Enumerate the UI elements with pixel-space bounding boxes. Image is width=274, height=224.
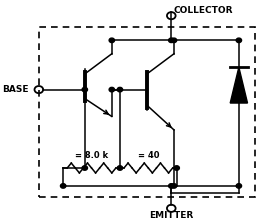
Polygon shape bbox=[230, 67, 247, 103]
Circle shape bbox=[117, 87, 123, 92]
Circle shape bbox=[82, 166, 87, 170]
Circle shape bbox=[61, 184, 66, 188]
Text: EMITTER: EMITTER bbox=[149, 211, 193, 220]
Circle shape bbox=[109, 87, 115, 92]
Text: = 40: = 40 bbox=[138, 151, 159, 160]
Circle shape bbox=[174, 166, 179, 170]
Text: = 8.0 k: = 8.0 k bbox=[75, 151, 108, 160]
Circle shape bbox=[117, 166, 123, 170]
Circle shape bbox=[109, 38, 115, 43]
Circle shape bbox=[171, 184, 177, 188]
Circle shape bbox=[82, 87, 87, 92]
Circle shape bbox=[171, 38, 177, 43]
Circle shape bbox=[169, 184, 174, 188]
Circle shape bbox=[236, 38, 242, 43]
Text: BASE: BASE bbox=[3, 85, 29, 94]
Circle shape bbox=[236, 184, 242, 188]
Circle shape bbox=[169, 38, 174, 43]
Text: COLLECTOR: COLLECTOR bbox=[174, 6, 233, 15]
